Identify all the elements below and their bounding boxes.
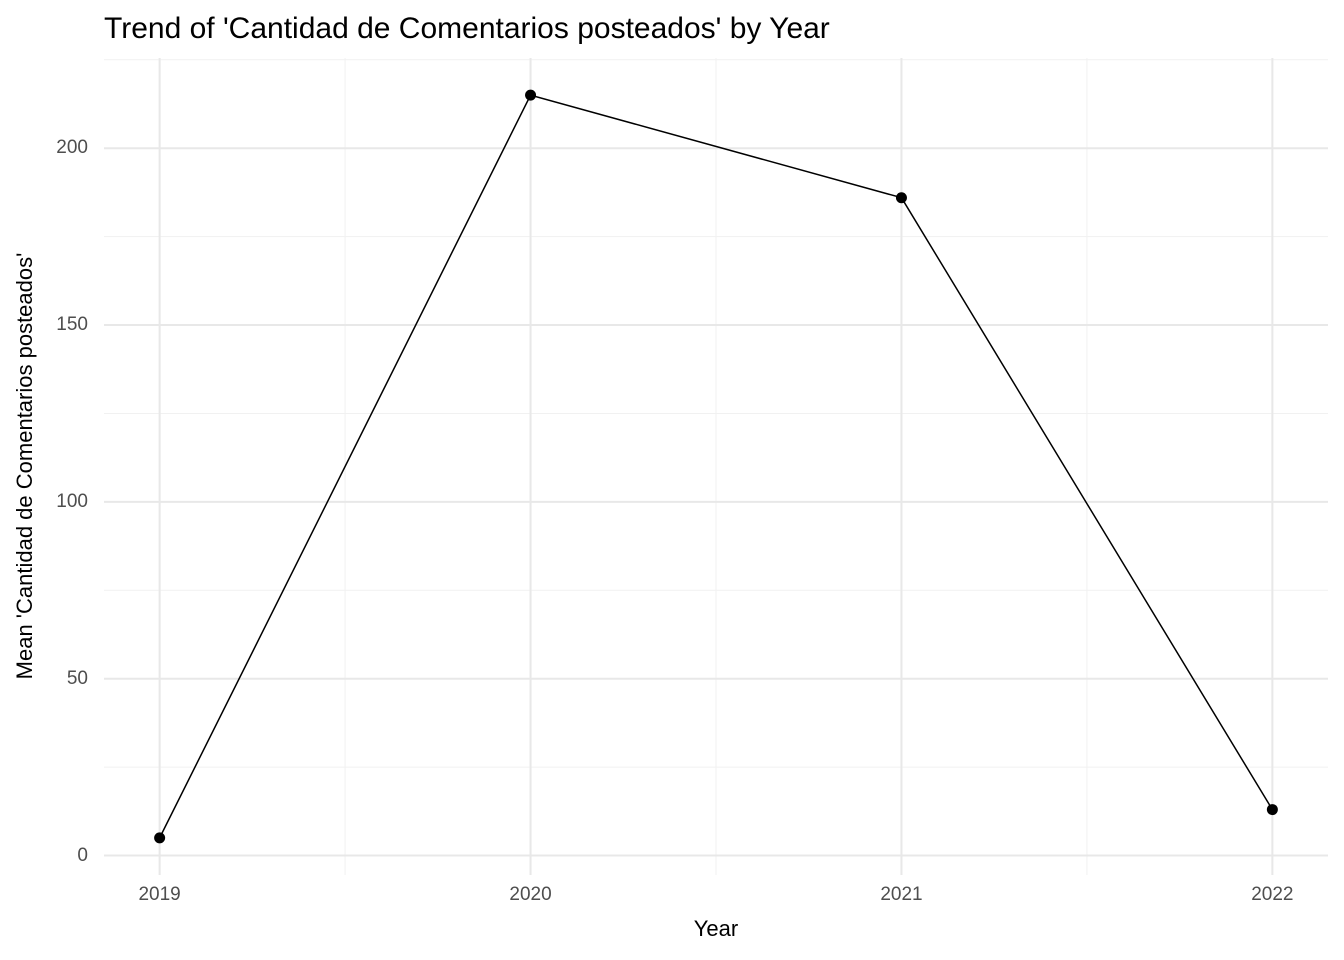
trend-line	[158, 94, 1274, 839]
x-tick-label: 2019	[138, 884, 181, 905]
data-point	[895, 192, 907, 204]
y-tick-label: 200	[56, 137, 88, 159]
x-tick-label: 2022	[1251, 884, 1294, 905]
x-tick-label: 2020	[509, 884, 552, 905]
y-tick-label: 50	[66, 667, 88, 689]
plot-panel	[104, 58, 1328, 875]
y-tick-label: 150	[56, 314, 88, 336]
data-point	[154, 832, 166, 844]
x-tick-label: 2021	[880, 884, 923, 905]
data-point	[1266, 804, 1278, 816]
y-tick-label: 0	[77, 844, 88, 866]
x-axis-title: Year	[693, 916, 739, 941]
data-point	[525, 89, 537, 101]
y-tick-label: 100	[56, 490, 88, 512]
chart-title: Trend of 'Cantidad de Comentarios postea…	[104, 12, 830, 45]
